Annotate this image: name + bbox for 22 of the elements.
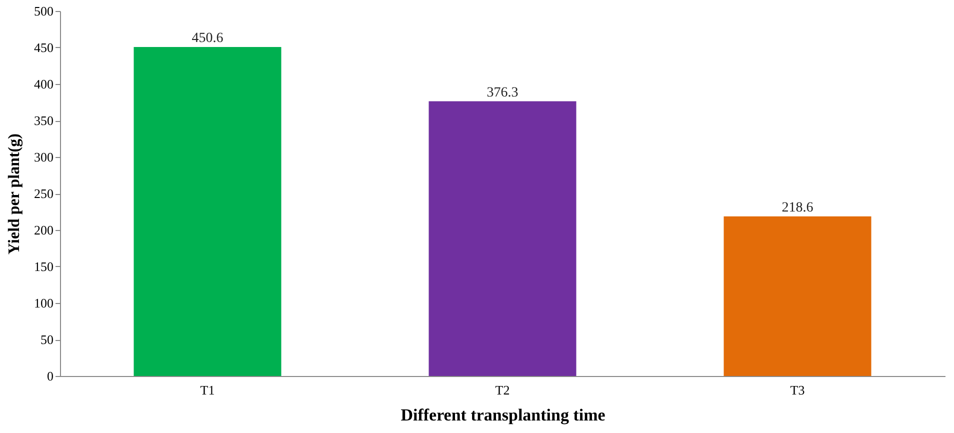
- y-tick-label: 350: [34, 113, 54, 128]
- y-tick-label: 250: [34, 186, 54, 201]
- y-tick-label: 200: [34, 222, 54, 238]
- bar: [134, 47, 282, 376]
- x-tick-label: T3: [790, 382, 805, 398]
- y-tick-label: 500: [34, 4, 54, 18]
- y-tick-label: 0: [47, 368, 54, 384]
- data-label: 450.6: [192, 31, 224, 46]
- y-tick-label: 100: [34, 296, 54, 310]
- x-tick-label: T2: [495, 382, 510, 398]
- y-tick-label: 450: [34, 40, 54, 55]
- y-tick-label: 400: [34, 76, 54, 92]
- data-label: 376.3: [486, 85, 518, 100]
- y-tick-label: 150: [34, 259, 54, 274]
- bar: [724, 216, 872, 376]
- y-tick-label: 50: [40, 332, 54, 347]
- y-axis-title: Yield per plant(g): [6, 134, 23, 254]
- data-label: 218.6: [782, 200, 814, 216]
- x-axis-title: Different transplanting time: [400, 406, 606, 424]
- y-tick-label: 300: [34, 150, 54, 164]
- bar: [428, 101, 576, 376]
- x-tick-label: T1: [200, 382, 215, 398]
